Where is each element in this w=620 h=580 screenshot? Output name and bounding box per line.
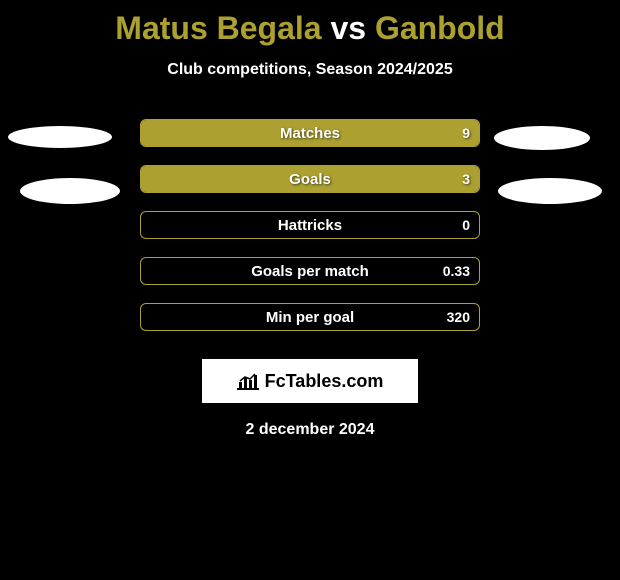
stat-label: Matches [141, 120, 479, 147]
stat-value-right: 320 [447, 303, 470, 331]
stat-value-right: 9 [462, 119, 470, 147]
brand-label: FcTables.com [265, 371, 384, 392]
date-text: 2 december 2024 [0, 421, 620, 439]
brand-text: FcTables.com [237, 371, 384, 392]
player-photo-placeholder [20, 178, 120, 204]
stat-value-right: 0 [462, 211, 470, 239]
page-title: Matus Begala vs Ganbold [0, 0, 620, 47]
stat-bar-track: Goals [140, 165, 480, 193]
stat-value-right: 0.33 [443, 257, 470, 285]
stat-label: Min per goal [141, 304, 479, 331]
stat-label: Hattricks [141, 212, 479, 239]
stat-row: Min per goal320 [0, 303, 620, 349]
brand-box: FcTables.com [202, 359, 418, 403]
vs-text: vs [330, 10, 366, 46]
player-photo-placeholder [8, 126, 112, 148]
stat-row: Goals per match0.33 [0, 257, 620, 303]
stat-bar-track: Hattricks [140, 211, 480, 239]
chart-icon [237, 372, 259, 390]
stat-bar-track: Min per goal [140, 303, 480, 331]
stat-label: Goals [141, 166, 479, 193]
player-photo-placeholder [498, 178, 602, 204]
stat-bar-track: Matches [140, 119, 480, 147]
stats-area: Matches9Goals3Hattricks0Goals per match0… [0, 119, 620, 349]
subtitle: Club competitions, Season 2024/2025 [0, 61, 620, 79]
player1-name: Matus Begala [115, 10, 321, 46]
stat-bar-track: Goals per match [140, 257, 480, 285]
stat-label: Goals per match [141, 258, 479, 285]
stat-value-right: 3 [462, 165, 470, 193]
player2-name: Ganbold [375, 10, 505, 46]
stat-row: Hattricks0 [0, 211, 620, 257]
player-photo-placeholder [494, 126, 590, 150]
